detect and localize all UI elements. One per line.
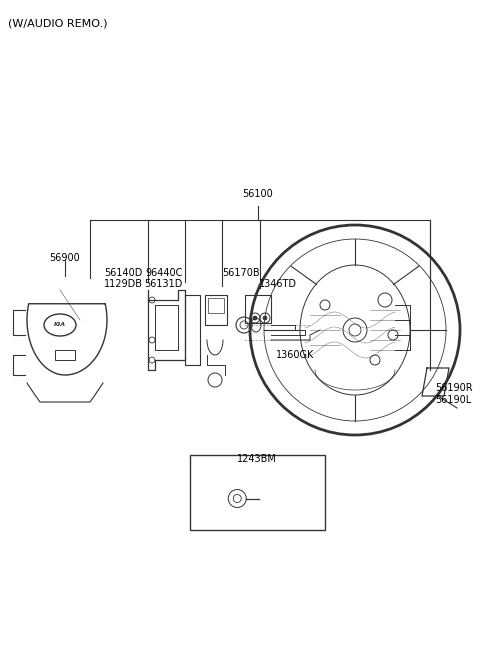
Text: 1129DB: 1129DB [104,279,143,289]
Bar [208,298,224,313]
Text: 56100: 56100 [242,189,274,199]
Text: 1346TD: 1346TD [259,279,297,289]
Text: 56190L: 56190L [435,395,471,405]
Bar [55,350,75,360]
Text: 56900: 56900 [49,253,80,263]
Text: (W/AUDIO REMO.): (W/AUDIO REMO.) [8,18,108,28]
Text: 56140D: 56140D [105,268,143,278]
Bar [205,295,227,325]
Bar [190,455,325,530]
Bar [245,295,271,323]
Text: 1243BM: 1243BM [237,454,277,464]
Circle shape [263,316,267,320]
Text: 56170B: 56170B [222,268,260,278]
Text: 1360GK: 1360GK [276,350,314,360]
Text: 56131D: 56131D [144,279,183,289]
Text: 96440C: 96440C [145,268,183,278]
Circle shape [253,316,257,320]
Text: KIA: KIA [54,323,66,327]
Text: 56190R: 56190R [435,383,473,393]
